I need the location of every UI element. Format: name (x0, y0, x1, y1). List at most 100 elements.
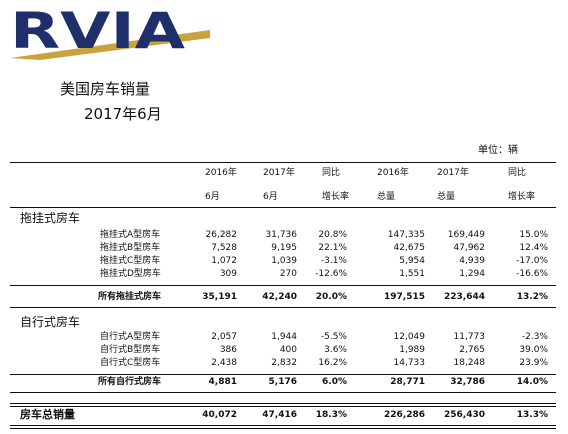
cell: 309 (219, 269, 237, 279)
cell: 1,072 (211, 256, 237, 266)
cell: 18.3% (315, 410, 347, 420)
row-label: 拖挂式C型房车 (100, 256, 161, 266)
cell: 39.0% (519, 345, 548, 355)
cell: -2.3% (521, 332, 548, 342)
cell: 14,733 (393, 358, 426, 368)
rule (10, 285, 556, 286)
row-label: 自行式B型房车 (100, 345, 161, 355)
cell: 12.4% (519, 243, 548, 253)
cell: 1,039 (271, 256, 297, 266)
logo-text: RVIA (10, 2, 185, 60)
cell: 2,438 (211, 358, 237, 368)
section-name: 拖挂式房车 (20, 210, 81, 225)
rule (10, 307, 556, 308)
row-label: 所有自行式房车 (98, 377, 162, 387)
cell: 9,195 (271, 243, 297, 253)
cell: 20.0% (315, 292, 347, 302)
cell: 223,644 (444, 292, 485, 302)
cell: 2,765 (459, 345, 485, 355)
rule (10, 428, 556, 429)
cell: -17.0% (516, 256, 548, 266)
cell: 386 (219, 345, 237, 355)
cell: 15.0% (519, 230, 548, 240)
cell: 31,736 (265, 230, 298, 240)
cell: 11,773 (453, 332, 486, 342)
logo-swoosh (10, 30, 210, 60)
cell: 2,832 (271, 358, 297, 368)
cell: 32,786 (450, 377, 485, 387)
subtitle: 2017年6月 (84, 105, 162, 123)
cell: 16.2% (318, 358, 347, 368)
cell: 5,954 (399, 256, 425, 266)
cell: -12.6% (315, 269, 347, 279)
cell: 1,989 (399, 345, 425, 355)
row-label: 拖挂式B型房车 (100, 243, 161, 253)
cell: 400 (279, 345, 297, 355)
column-header: 2016年 (377, 168, 409, 178)
column-header: 2016年 (205, 168, 237, 178)
unit: 单位：辆 (478, 145, 518, 156)
cell: 169,449 (447, 230, 485, 240)
row-label: 拖挂式A型房车 (100, 230, 161, 240)
rule (10, 207, 556, 208)
cell: 13.2% (516, 292, 548, 302)
cell: 270 (279, 269, 297, 279)
column-header: 总量 (377, 192, 396, 202)
column-header: 6月 (205, 192, 220, 202)
cell: 13.3% (516, 410, 548, 420)
row-label: 自行式A型房车 (100, 332, 161, 342)
cell: 23.9% (519, 358, 548, 368)
cell: 1,944 (271, 332, 297, 342)
cell: 22.1% (318, 243, 347, 253)
row-label: 拖挂式D型房车 (100, 269, 161, 279)
column-header: 同比 (322, 168, 341, 178)
cell: 42,675 (393, 243, 426, 253)
cell: -16.6% (516, 269, 548, 279)
column-header: 2017年 (437, 168, 469, 178)
column-header: 增长率 (322, 192, 350, 202)
cell: 18,248 (453, 358, 486, 368)
cell: 12,049 (393, 332, 426, 342)
rule (10, 425, 556, 426)
rule (10, 406, 556, 407)
cell: 2,057 (211, 332, 237, 342)
column-header: 2017年 (263, 168, 295, 178)
cell: 6.0% (322, 377, 347, 387)
section-name: 自行式房车 (20, 314, 81, 329)
cell: 1,551 (399, 269, 425, 279)
rule (10, 392, 556, 393)
cell: 256,430 (444, 410, 485, 420)
column-header: 6月 (263, 192, 278, 202)
cell: -5.5% (320, 332, 347, 342)
row-label: 房车总销量 (20, 408, 75, 421)
cell: 20.8% (318, 230, 347, 240)
cell: 5,176 (268, 377, 297, 387)
rule (10, 403, 556, 404)
cell: 7,528 (211, 243, 237, 253)
cell: 197,515 (384, 292, 425, 302)
column-header: 同比 (508, 168, 527, 178)
cell: 42,240 (262, 292, 297, 302)
row-label: 所有拖挂式房车 (98, 292, 162, 302)
title: 美国房车销量 (60, 80, 151, 98)
cell: 4,881 (208, 377, 237, 387)
cell: 47,962 (453, 243, 486, 253)
cell: 28,771 (390, 377, 425, 387)
cell: 26,282 (205, 230, 238, 240)
cell: 14.0% (516, 377, 548, 387)
cell: 4,939 (459, 256, 485, 266)
cell: 226,286 (384, 410, 425, 420)
rule (10, 162, 556, 163)
rule (10, 374, 556, 375)
column-header: 总量 (437, 192, 456, 202)
cell: 1,294 (459, 269, 485, 279)
cell: -3.1% (320, 256, 347, 266)
cell: 35,191 (202, 292, 237, 302)
cell: 147,335 (387, 230, 425, 240)
cell: 3.6% (324, 345, 347, 355)
cell: 47,416 (262, 410, 297, 420)
cell: 40,072 (202, 410, 237, 420)
row-label: 自行式C型房车 (100, 358, 161, 368)
